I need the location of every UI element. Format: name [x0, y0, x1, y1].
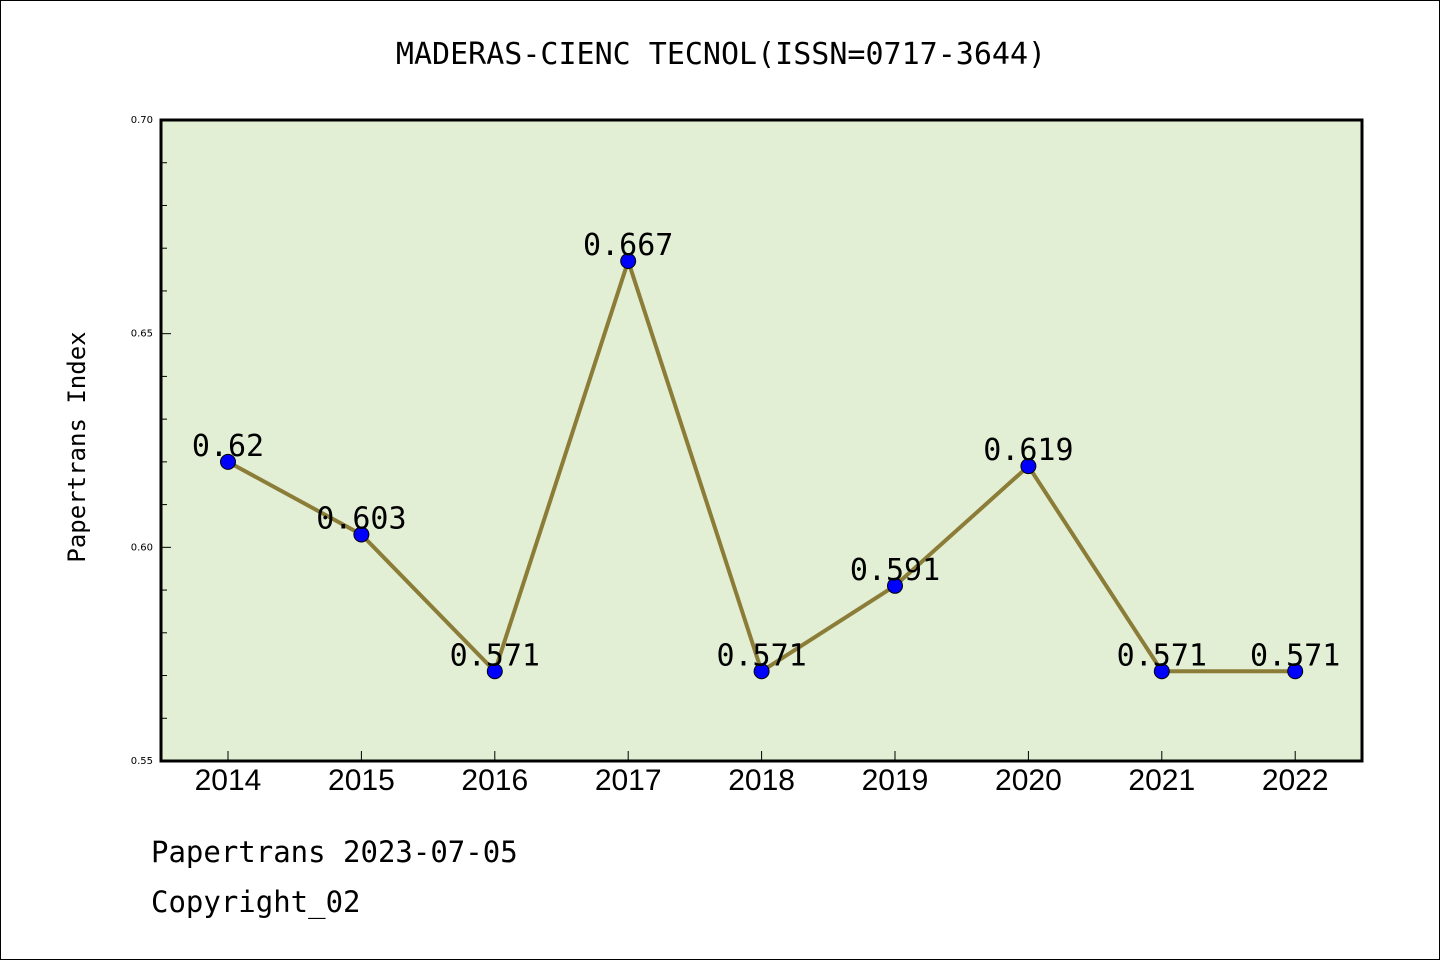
data-point: [887, 577, 903, 594]
x-tick-label: 2016: [461, 764, 528, 797]
x-tick-label: 2014: [195, 764, 262, 797]
x-tick-label: 2020: [995, 764, 1062, 797]
footer-date: Papertrans 2023-07-05: [151, 835, 518, 869]
data-point: [353, 526, 370, 543]
x-axis-ticks: 2014 2015 2016 2017 2018 2019 2020 2021 2022: [195, 751, 1329, 797]
data-label: 0.667: [583, 228, 673, 263]
data-labels: 0.62 0.603 0.571 0.667 0.571 0.591 0.619 0.571 0…: [192, 228, 1340, 673]
data-label: 0.62: [192, 429, 264, 464]
y-tick-label: 0.65: [131, 329, 153, 340]
plot-area: [159, 118, 1364, 763]
data-point: [620, 253, 637, 270]
y-tick-label: 0.55: [131, 756, 153, 767]
chart-title: MADERAS-CIENC TECNOL(ISSN=0717-3644): [395, 37, 1047, 72]
x-tick-label: 2019: [862, 764, 929, 797]
data-label: 0.571: [450, 638, 540, 673]
data-point: [1287, 663, 1304, 680]
y-axis-ticks: 0.55 0.60 0.65 0.70: [131, 115, 171, 767]
x-tick-label: 2015: [328, 764, 395, 797]
x-tick-label: 2022: [1262, 764, 1329, 797]
x-tick-label: 2018: [728, 764, 795, 797]
data-point: [1020, 458, 1037, 475]
data-label: 0.603: [316, 502, 406, 537]
x-tick-label: 2021: [1128, 764, 1195, 797]
data-label: 0.591: [850, 553, 940, 588]
data-label: 0.571: [1117, 638, 1207, 673]
y-tick-label: 0.70: [131, 115, 153, 126]
data-label: 0.571: [716, 638, 806, 673]
data-point: [220, 453, 236, 470]
footer-copyright: Copyright_02: [151, 885, 361, 919]
data-label: 0.571: [1250, 638, 1340, 673]
x-tick-label: 2017: [595, 764, 662, 797]
data-points: [220, 253, 1304, 680]
data-point: [486, 663, 503, 680]
data-point: [753, 663, 770, 680]
data-point: [1153, 663, 1170, 680]
data-label: 0.619: [983, 433, 1073, 468]
y-tick-label: 0.60: [131, 542, 153, 553]
